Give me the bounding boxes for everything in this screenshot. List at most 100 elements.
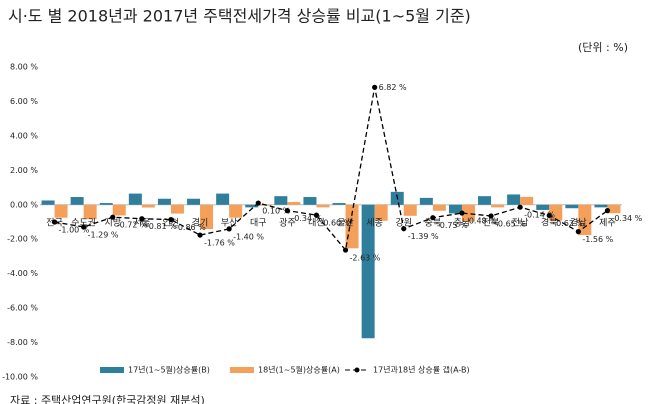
- bar: [229, 204, 243, 218]
- y-tick-label: -4.00 %: [7, 269, 38, 278]
- x-tick-label: 지방: [104, 217, 121, 228]
- bar: [170, 204, 184, 214]
- bar: [157, 198, 171, 205]
- bar: [70, 197, 84, 205]
- bar: [274, 196, 288, 205]
- bar: [448, 204, 462, 214]
- bar: [216, 193, 230, 205]
- bar: [83, 204, 97, 220]
- legend-label: 17년(1~5월)상승률(B): [128, 365, 210, 375]
- x-tick-label: 제주: [599, 217, 616, 228]
- unit-note: (단위 : %): [578, 41, 628, 54]
- bar: [287, 202, 301, 205]
- gap-point: [401, 226, 407, 232]
- gap-point: [517, 204, 523, 210]
- gap-point: [372, 84, 378, 90]
- bar: [461, 204, 475, 222]
- gap-point: [226, 226, 232, 232]
- bar: [507, 194, 521, 205]
- bar: [578, 204, 592, 236]
- gap-point: [488, 213, 494, 219]
- gap-point: [459, 210, 465, 216]
- bar: [478, 196, 492, 205]
- data-label: -0.34 %: [611, 214, 642, 223]
- data-label: -1.76 %: [204, 239, 235, 248]
- chart-title: 시·도 별 2018년과 2017년 주택전세가격 상승률 비교(1~5월 기준…: [8, 7, 471, 26]
- legend-swatch: [354, 367, 360, 373]
- y-tick-label: -6.00 %: [7, 304, 38, 313]
- y-tick-label: 0.00 %: [10, 200, 38, 209]
- bar: [419, 197, 433, 205]
- data-label: -0.14 %: [524, 211, 555, 220]
- data-label: -1.56 %: [582, 235, 613, 244]
- x-tick-label: 서울: [134, 217, 151, 228]
- x-tick-label: 대구: [250, 217, 267, 228]
- bar: [432, 204, 446, 211]
- data-label: -0.62 %: [553, 219, 584, 228]
- data-label: -0.60 %: [320, 219, 351, 228]
- gap-point: [546, 212, 552, 219]
- x-tick-label: 광주: [279, 216, 296, 228]
- data-label: -0.34 %: [291, 214, 322, 223]
- x-tick-label: 전북: [483, 217, 500, 228]
- bar: [607, 204, 621, 214]
- data-label: -0.72 %: [117, 221, 148, 230]
- bar: [316, 204, 330, 208]
- legend-swatch: [230, 367, 254, 373]
- y-tick-label: 6.00 %: [10, 97, 38, 106]
- y-tick-label: -2.00 %: [7, 235, 38, 244]
- bar: [187, 198, 201, 205]
- y-tick-label: -8.00 %: [7, 338, 38, 347]
- gap-point: [313, 212, 320, 218]
- x-tick-label: 인천: [163, 217, 180, 228]
- bar: [128, 193, 142, 205]
- x-tick-label: 부산: [221, 217, 238, 228]
- legend-swatch: [100, 367, 124, 373]
- gap-point: [604, 208, 611, 214]
- x-tick-label: 대전: [308, 217, 325, 228]
- y-tick-label: 2.00 %: [10, 166, 38, 175]
- bar: [403, 204, 417, 216]
- data-label: -1.29 %: [88, 230, 119, 239]
- gap-point: [342, 247, 349, 253]
- gap-point: [284, 208, 290, 214]
- data-label: -1.40 %: [233, 232, 264, 241]
- data-label: -0.48 %: [466, 217, 497, 226]
- x-tick-label: 경북: [541, 216, 558, 228]
- data-label: -1.00 %: [59, 226, 90, 235]
- bar: [491, 204, 505, 208]
- data-label: 6.82 %: [379, 83, 407, 92]
- gap-point: [430, 215, 436, 221]
- bar: [54, 204, 68, 218]
- data-label: -1.39 %: [408, 232, 439, 241]
- gap-point: [139, 216, 145, 222]
- bar: [141, 204, 155, 208]
- x-tick-label: 울산: [337, 217, 354, 228]
- x-tick-label: 세종: [366, 217, 383, 228]
- gap-point: [51, 219, 58, 225]
- x-tick-label: 충남: [454, 217, 471, 228]
- legend-label: 17년과18년 상승률 갭(A-B): [373, 365, 470, 375]
- gap-point: [197, 232, 203, 238]
- data-label: -0.65 %: [495, 219, 526, 228]
- x-tick-label: 경기: [192, 216, 209, 228]
- bar: [99, 203, 113, 205]
- data-label: -0.86 %: [175, 223, 206, 232]
- x-tick-label: 강원: [395, 217, 412, 228]
- x-tick-label: 충북: [425, 217, 442, 228]
- data-label: 0.10 %: [262, 207, 290, 216]
- bar: [594, 204, 608, 208]
- x-tick-label: 전남: [512, 217, 529, 228]
- bar: [565, 204, 579, 209]
- bar: [112, 204, 126, 216]
- legend-label: 18년(1~5월)상승률(A): [258, 365, 340, 375]
- gap-point: [575, 229, 581, 235]
- bar: [374, 204, 388, 221]
- data-label: -0.81 %: [146, 222, 177, 231]
- x-tick-label: 경남: [570, 216, 587, 228]
- bar: [345, 204, 359, 249]
- data-label: -2.63 %: [350, 254, 381, 263]
- y-tick-label: -10.00 %: [2, 373, 38, 382]
- bar: [245, 204, 259, 208]
